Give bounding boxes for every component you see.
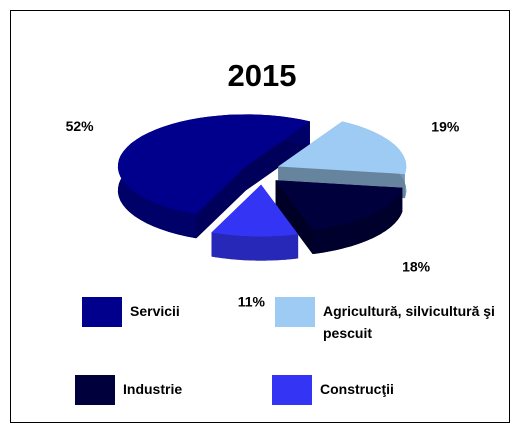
data-label: 52% [66, 118, 95, 134]
data-label: 11% [238, 294, 266, 310]
slice-edge [211, 232, 299, 261]
slice-side [196, 166, 246, 239]
legend-label: Servicii [130, 303, 180, 319]
frame [10, 10, 510, 423]
slice [211, 184, 299, 237]
data-label: 19% [431, 119, 460, 135]
data-label: 18% [402, 259, 431, 275]
legend-label: Agricultură, silvicultură şi pescuit [323, 303, 495, 341]
legend-swatch [272, 375, 312, 405]
legend-swatch [75, 375, 115, 405]
slice [275, 180, 403, 230]
legend-swatch [275, 297, 315, 327]
chart-title: 2015 [228, 58, 297, 93]
slice-edge [312, 187, 403, 254]
legend-swatch [82, 297, 122, 327]
slice [278, 121, 407, 175]
legend-label: Industrie [123, 381, 183, 397]
slice [117, 114, 310, 215]
legend-label: Construcţii [320, 381, 394, 397]
slice-side [275, 180, 313, 254]
